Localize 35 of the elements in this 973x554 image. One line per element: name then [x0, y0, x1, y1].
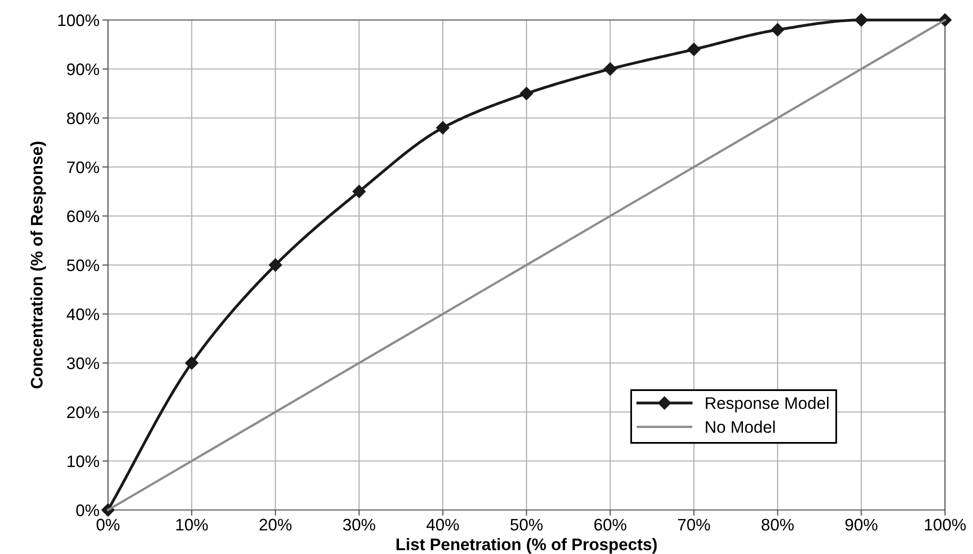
y-tick-label: 20%: [67, 406, 100, 418]
y-tick-label: 30%: [66, 357, 100, 370]
point: [687, 42, 700, 56]
x-tick-label: 80%: [762, 518, 794, 531]
point: [604, 62, 617, 76]
point: [854, 13, 868, 27]
x-tick-label: 0%: [96, 518, 120, 531]
x-tick-label: 90%: [845, 518, 878, 531]
point: [185, 356, 198, 370]
y-tick-label: 80%: [67, 112, 100, 124]
point: [771, 23, 784, 36]
x-tick-label: 50%: [510, 518, 543, 531]
x-tick-label: 60%: [594, 518, 626, 531]
y-tick-label: 50%: [66, 259, 100, 272]
y-tick-label: 100%: [58, 14, 100, 26]
y-tick-label: 0%: [76, 504, 100, 516]
legend-label: No Model: [706, 420, 775, 433]
x-tick-label: 10%: [176, 518, 208, 531]
x-tick-label: 40%: [426, 518, 459, 531]
y-tick-label: 40%: [66, 308, 100, 320]
point: [268, 258, 282, 272]
x-tick-label: 20%: [260, 518, 292, 531]
y-tick-label: 90%: [67, 63, 100, 76]
point: [352, 184, 366, 198]
x-tick-label: 100%: [924, 518, 966, 531]
point: [520, 86, 534, 100]
y-tick-label: 60%: [67, 210, 100, 222]
x-tick-label: 70%: [678, 518, 710, 531]
x-tick-label: 30%: [343, 518, 376, 531]
y-tick-label: 10%: [68, 455, 100, 468]
y-tick-label: 70%: [67, 161, 100, 174]
point: [436, 121, 450, 134]
y-axis-title: Concentration (% of Response): [30, 142, 46, 388]
legend-label: Response Model: [706, 396, 828, 412]
x-axis-title: List Penetration (% of Prospects): [396, 538, 657, 554]
